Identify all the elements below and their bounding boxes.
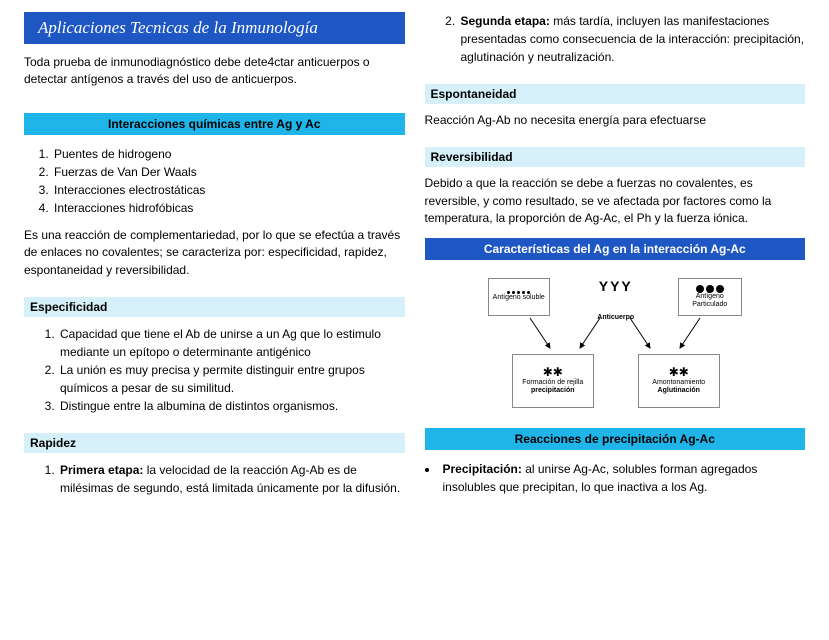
precipitacion-list: Precipitación: al unirse Ag-Ac, solubles… — [439, 460, 806, 496]
reacciones-header: Reacciones de precipitación Ag-Ac — [425, 428, 806, 450]
diagram-box-precipitacion: ✱✱ Formación de rejilla precipitación — [512, 354, 594, 408]
caracteristicas-header: Características del Ag en la interacción… — [425, 238, 806, 260]
clump-icon: ✱✱ — [669, 366, 689, 379]
y-icons: Y Y Y — [580, 278, 650, 294]
list-item: Capacidad que tiene el Ab de unirse a un… — [58, 325, 405, 361]
interacciones-summary: Es una reacción de complementariedad, po… — [24, 227, 405, 279]
list-item: Interacciones electrostáticas — [52, 181, 405, 199]
left-column: Aplicaciones Tecnicas de la Inmunología … — [24, 12, 405, 628]
diagram-label-bold: Aglutinación — [658, 387, 700, 395]
ag-ac-diagram: Antígeno soluble Y Y Y Anticuerpo Antíge… — [480, 276, 750, 416]
interacciones-list: Puentes de hidrogeno Fuerzas de Van Der … — [52, 145, 405, 217]
list-item: La unión es muy precisa y permite distin… — [58, 361, 405, 397]
reversibilidad-header: Reversibilidad — [425, 147, 806, 167]
right-column: Segunda etapa: más tardía, incluyen las … — [425, 12, 806, 628]
espontaneidad-text: Reacción Ag-Ab no necesita energía para … — [425, 112, 806, 129]
list-item: Primera etapa: la velocidad de la reacci… — [58, 461, 405, 497]
page-title: Aplicaciones Tecnicas de la Inmunología — [24, 12, 405, 44]
diagram-box-aglutinacion: ✱✱ Amontonamiento Aglutinación — [638, 354, 720, 408]
list-item: Puentes de hidrogeno — [52, 145, 405, 163]
rapidez-list-cont: Segunda etapa: más tardía, incluyen las … — [459, 12, 806, 66]
rapidez2-bold: Segunda etapa: — [461, 14, 550, 28]
diagram-box-antigeno-soluble: Antígeno soluble — [488, 278, 550, 316]
precipitacion-bold: Precipitación: — [443, 462, 522, 476]
especificidad-header: Especificidad — [24, 297, 405, 317]
lattice-icon: ✱✱ — [543, 366, 563, 379]
diagram-label: Formación de rejilla — [522, 379, 583, 387]
section-interacciones-header: Interacciones químicas entre Ag y Ac — [24, 113, 405, 135]
rapidez-list: Primera etapa: la velocidad de la reacci… — [58, 461, 405, 497]
espontaneidad-header: Espontaneidad — [425, 84, 806, 104]
diagram-label-anticuerpo: Anticuerpo — [588, 314, 644, 321]
diagram-label: Antígeno Particulado — [681, 293, 739, 308]
bigdots-icon — [696, 285, 724, 293]
list-item: Segunda etapa: más tardía, incluyen las … — [459, 12, 806, 66]
diagram-label: Amontonamiento — [652, 379, 705, 387]
rapidez-header: Rapidez — [24, 433, 405, 453]
diagram-label-bold: precipitación — [531, 387, 575, 395]
diagram-anticuerpo: Y Y Y — [580, 278, 650, 294]
list-item: Interacciones hidrofóbicas — [52, 199, 405, 217]
list-item: Fuerzas de Van Der Waals — [52, 163, 405, 181]
intro-text: Toda prueba de inmunodiagnóstico debe de… — [24, 54, 405, 89]
reversibilidad-text: Debido a que la reacción se debe a fuerz… — [425, 175, 806, 227]
list-item: Precipitación: al unirse Ag-Ac, solubles… — [439, 460, 806, 496]
diagram-container: Antígeno soluble Y Y Y Anticuerpo Antíge… — [425, 276, 806, 416]
list-item: Distingue entre la albumina de distintos… — [58, 397, 405, 415]
diagram-label: Antígeno soluble — [493, 294, 545, 302]
diagram-box-antigeno-particulado: Antígeno Particulado — [678, 278, 742, 316]
rapidez-bold: Primera etapa: — [60, 463, 143, 477]
especificidad-list: Capacidad que tiene el Ab de unirse a un… — [58, 325, 405, 415]
